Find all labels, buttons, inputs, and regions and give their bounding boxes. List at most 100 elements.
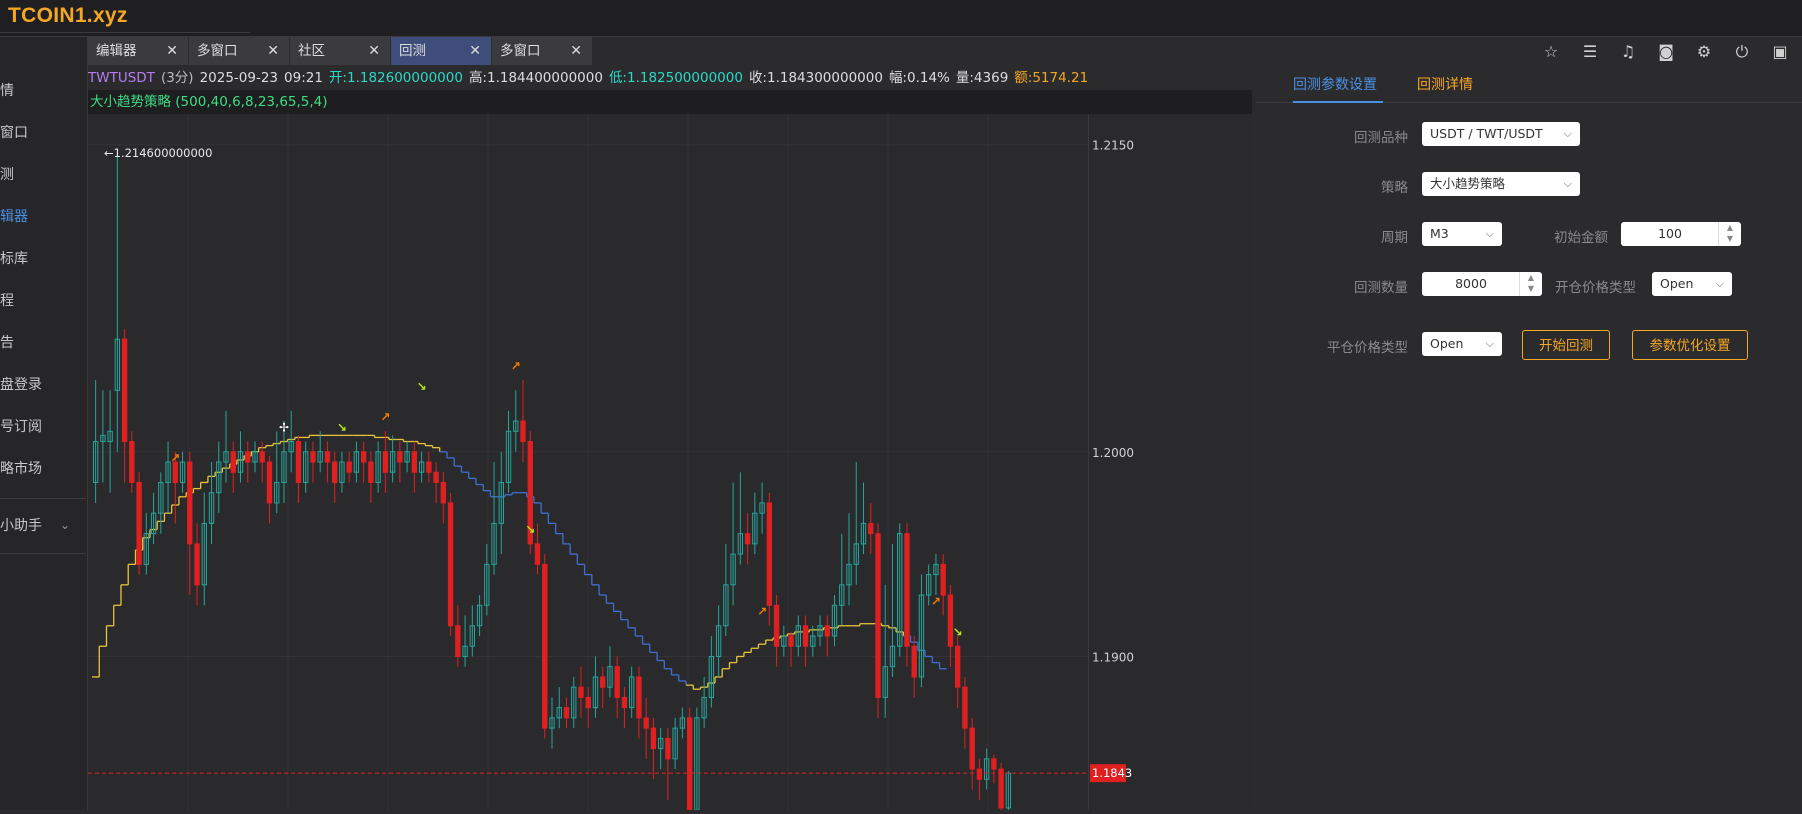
- close-price-type-select[interactable]: Open ⌵: [1422, 332, 1502, 356]
- star-icon[interactable]: ☆: [1543, 42, 1559, 61]
- init-amount-input[interactable]: 100 ▲ ▼: [1621, 222, 1741, 246]
- open-price-type-select[interactable]: Open ⌵: [1652, 272, 1732, 296]
- optimize-params-button[interactable]: 参数优化设置: [1632, 330, 1748, 360]
- sidebar-item-trade-login[interactable]: 盘登录: [0, 377, 42, 393]
- sidebar-item-strategy-market[interactable]: 略市场: [0, 461, 42, 477]
- candle-body: [266, 461, 273, 504]
- sidebar-item-market[interactable]: 情: [0, 83, 14, 99]
- stepper-icon[interactable]: ▲ ▼: [1519, 272, 1542, 296]
- tab-editor[interactable]: 编辑器 ✕: [88, 37, 189, 65]
- chart-svg[interactable]: 1.2150 1.2000 1.1900 ←1.214600000000 1.1843 ↗…: [88, 114, 1252, 814]
- candle-body: [933, 563, 939, 576]
- close-icon[interactable]: ✕: [267, 43, 279, 59]
- sidebar-item-assistant[interactable]: 小助手: [0, 518, 42, 534]
- init-amount-value: 100: [1658, 226, 1682, 241]
- camera-icon[interactable]: ◙: [1658, 42, 1674, 61]
- candle-body: [752, 512, 758, 545]
- candle-body: [310, 451, 316, 463]
- candle-body: [860, 522, 867, 545]
- tab-backtest-params[interactable]: 回测参数设置: [1293, 77, 1377, 93]
- candle-body: [114, 338, 121, 391]
- candle-body: [447, 502, 454, 627]
- signal-arrow-icon: ↗: [511, 359, 521, 373]
- candle-body: [983, 758, 990, 780]
- candle-body: [810, 635, 816, 647]
- tab-multiwindow-2[interactable]: 多窗口 ✕: [492, 37, 593, 65]
- candle-body: [773, 604, 780, 647]
- candle-body: [150, 512, 157, 535]
- sidebar-divider: [0, 498, 86, 499]
- gear-icon[interactable]: ⚙: [1696, 42, 1712, 61]
- sidebar-item-backtest[interactable]: 测: [0, 167, 14, 183]
- sidebar-item-signal-subscribe[interactable]: 号订阅: [0, 419, 42, 435]
- candle-body: [636, 676, 642, 719]
- count-input[interactable]: 8000 ▲ ▼: [1422, 272, 1542, 296]
- close-icon[interactable]: ✕: [166, 43, 178, 59]
- symbol-label: 回测品种: [1354, 130, 1408, 146]
- sidebar-item-editor[interactable]: 辑器: [0, 209, 28, 225]
- tab-label: 社区: [298, 43, 325, 59]
- close-text: 收:1.184300000000: [748, 70, 883, 86]
- last-price-label: 1.1843: [1092, 766, 1132, 780]
- candle-body: [375, 451, 381, 483]
- candle-body: [274, 481, 280, 504]
- init-amount-label: 初始金额: [1554, 230, 1608, 246]
- candle-body: [484, 563, 490, 606]
- candle-body: [629, 676, 635, 709]
- candle-body: [882, 666, 888, 698]
- close-icon[interactable]: ✕: [570, 43, 582, 59]
- sidebar-item-tutorial[interactable]: 程: [0, 293, 14, 309]
- chevron-down-icon: ⌵: [1715, 277, 1724, 290]
- tab-backtest-detail[interactable]: 回测详情: [1417, 77, 1473, 93]
- candle-body: [121, 338, 128, 443]
- tab-label: 编辑器: [96, 43, 137, 59]
- candle-body: [346, 461, 352, 473]
- stepper-icon[interactable]: ▲ ▼: [1718, 222, 1741, 246]
- chevron-down-icon[interactable]: ⌄: [60, 518, 71, 532]
- candle-body: [245, 451, 251, 463]
- amount-text: 额:5174.21: [1014, 70, 1089, 86]
- candle-body: [744, 533, 751, 545]
- candle-body: [614, 666, 620, 698]
- top-bar: TCOIN1.xyz: [0, 0, 1802, 37]
- candle-body: [759, 502, 765, 514]
- tab-multiwindow[interactable]: 多窗口 ✕: [189, 37, 290, 65]
- candle-body: [172, 461, 178, 483]
- candle-body: [324, 451, 331, 463]
- sidebar-item-indicator-lib[interactable]: 标库: [0, 251, 28, 267]
- power-icon[interactable]: ⏻: [1735, 42, 1749, 61]
- tab-community[interactable]: 社区 ✕: [290, 37, 391, 65]
- start-backtest-button[interactable]: 开始回测: [1522, 330, 1610, 360]
- candle-body: [411, 451, 418, 473]
- close-icon[interactable]: ✕: [368, 43, 380, 59]
- candle-body: [824, 625, 830, 637]
- candle-body: [926, 574, 932, 596]
- candle-body: [737, 533, 744, 555]
- candlestick-chart[interactable]: 1.2150 1.2000 1.1900 ←1.214600000000 1.1843 ↗…: [88, 114, 1252, 814]
- symbol-select[interactable]: USDT / TWT/USDT ⌵: [1422, 122, 1580, 146]
- count-label: 回测数量: [1354, 280, 1408, 296]
- tab-backtest[interactable]: 回测 ✕: [391, 37, 492, 65]
- chevron-down-icon: ⌵: [1485, 337, 1494, 350]
- candle-body: [657, 737, 664, 750]
- candle-body: [991, 758, 997, 770]
- candle-body: [723, 584, 729, 627]
- strategy-select[interactable]: 大小趋势策略 ⌵: [1422, 172, 1580, 196]
- candle-body: [92, 441, 99, 483]
- candle-body: [252, 451, 258, 463]
- period-select[interactable]: M3 ⌵: [1422, 222, 1502, 246]
- chevron-down-icon: ⌵: [1563, 177, 1572, 190]
- brand-logo[interactable]: TCOIN1.xyz: [8, 4, 128, 27]
- bell-icon[interactable]: ♫: [1620, 42, 1636, 61]
- low-text: 低:1.182500000000: [608, 70, 743, 86]
- sidebar-item-alert[interactable]: 告: [0, 335, 14, 351]
- close-icon[interactable]: ✕: [469, 43, 481, 59]
- tab-bar: 编辑器 ✕ 多窗口 ✕ 社区 ✕ 回测 ✕ 多窗口 ✕: [88, 37, 1802, 66]
- signal-arrow-icon: ↗: [931, 594, 941, 608]
- sidebar-item-multiwindow[interactable]: 窗口: [0, 125, 28, 141]
- menu-icon[interactable]: ☰: [1582, 42, 1598, 61]
- image-icon[interactable]: ▣: [1772, 42, 1788, 61]
- period-text: (3分): [160, 70, 194, 86]
- signal-arrow-icon: ↗: [757, 605, 767, 619]
- signal-arrow-icon: ✢: [279, 420, 289, 434]
